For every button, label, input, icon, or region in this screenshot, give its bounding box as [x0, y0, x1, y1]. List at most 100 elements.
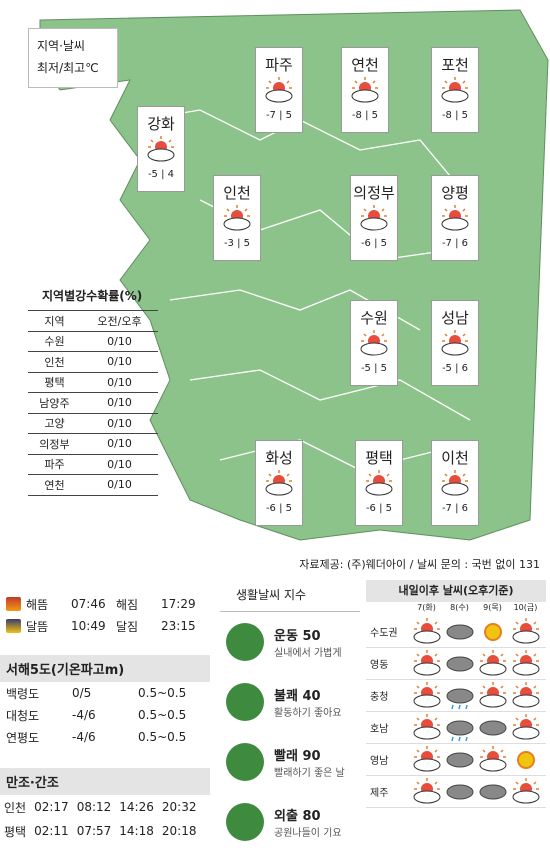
city-temp: -7 | 5	[265, 110, 293, 121]
partly-cloudy-icon	[432, 467, 478, 501]
city-temp: -5 | 5	[360, 363, 388, 374]
partly-cloudy-icon	[351, 202, 397, 236]
city-name: 양평	[441, 184, 469, 202]
rain-table-title: 지역별강수확률(%)	[42, 289, 143, 303]
laundry-icon	[226, 743, 264, 781]
city-card: 이천 -7 | 6	[431, 440, 479, 526]
forecast-day: 9(목)	[483, 603, 502, 612]
forecast-region: 영남	[370, 756, 389, 767]
partly-cloudy-icon	[432, 202, 478, 236]
partly-cloudy-icon	[476, 745, 509, 775]
city-name: 인천	[223, 184, 251, 202]
sea-conditions: 서해5도(기온파고m) 백령도 0/5 0.5~0.5 대청도 -4/6 0.5~0.5 연…	[0, 655, 210, 748]
tide-t3: 14:18	[119, 824, 154, 838]
city-temp: -6 | 5	[365, 503, 393, 514]
city-card: 양평 -7 | 6	[431, 175, 479, 261]
forecast-day: 7(화)	[417, 603, 436, 612]
city-card: 수원 -5 | 5	[350, 300, 398, 386]
city-name: 수원	[360, 309, 388, 327]
partly-cloudy-icon	[410, 649, 443, 679]
partly-cloudy-icon	[432, 327, 478, 361]
tide-t4: 20:18	[161, 824, 197, 838]
city-name: 이천	[441, 449, 469, 467]
partly-cloudy-icon	[509, 617, 542, 647]
rain-region: 연천	[28, 474, 81, 496]
rain-probability-table: 지역별강수확률(%) 지역 오전/오후 수원 0/10 인천 0/10 평택 0/10 남양…	[28, 287, 158, 496]
tide-t1: 02:17	[34, 800, 69, 814]
sea-wave: 0.5~0.5	[138, 708, 187, 722]
partly-cloudy-icon	[342, 74, 388, 108]
city-card: 강화 -5 | 4	[137, 106, 185, 192]
tide-t4: 20:32	[161, 800, 197, 814]
city-card: 인천 -3 | 5	[213, 175, 261, 261]
life-title: 생활날씨 지수	[220, 586, 360, 612]
sunny-icon	[509, 745, 542, 775]
forecast-region: 영동	[370, 660, 389, 671]
forecast-region: 제주	[370, 788, 389, 799]
life-index-item: 빨래 90 빨래하기 좋은 날	[220, 732, 360, 792]
life-index-item: 외출 80 공원나들이 기요	[220, 792, 360, 852]
rain-region: 고양	[28, 413, 81, 434]
legend-line1: 지역·날씨	[37, 39, 85, 53]
rain-region: 수원	[28, 331, 81, 352]
life-index-item: 불쾌 40 활동하기 좋아요	[220, 672, 360, 732]
forecast-row: 영동	[366, 648, 546, 680]
rain-row: 의정부 0/10	[28, 433, 158, 455]
rain-row: 연천 0/10	[28, 474, 158, 496]
discomfort-icon	[226, 683, 264, 721]
sea-wave: 0.5~0.5	[138, 730, 187, 744]
rain-value: 0/10	[80, 474, 158, 496]
city-temp: -5 | 4	[147, 169, 175, 180]
forecast-region: 수도권	[370, 628, 398, 639]
tide-t2: 08:12	[76, 800, 112, 814]
forecast-row: 제주	[366, 776, 546, 808]
rain-region: 평택	[28, 372, 81, 393]
moonset-time: 23:15	[161, 619, 196, 633]
city-name: 파주	[265, 56, 293, 74]
partly-cloudy-icon	[410, 777, 443, 807]
partly-cloudy-icon	[410, 617, 443, 647]
rain-region: 남양주	[28, 392, 81, 414]
rain-value: 0/10	[80, 331, 158, 352]
rain-value: 0/10	[80, 454, 158, 475]
rain-col-value: 오전/오후	[80, 310, 158, 332]
legend-line2: 최저/최고℃	[37, 61, 99, 75]
life-index-desc: 활동하기 좋아요	[274, 708, 342, 719]
partly-cloudy-icon	[509, 777, 542, 807]
city-card: 파주 -7 | 5	[255, 47, 303, 133]
city-name: 성남	[441, 309, 469, 327]
forecast-day: 10(금)	[513, 603, 538, 612]
city-temp: -6 | 5	[265, 503, 293, 514]
tide-t3: 14:26	[119, 800, 154, 814]
forecast-row: 충청	[366, 680, 546, 712]
moonrise-time: 10:49	[71, 619, 106, 633]
moonrise-icon	[6, 619, 21, 633]
tide-t2: 07:57	[76, 824, 112, 838]
life-index-name: 운동 50	[274, 629, 321, 644]
sea-title: 서해5도(기온파고m)	[0, 655, 210, 682]
rain-icon	[443, 713, 476, 743]
rain-col-region: 지역	[28, 310, 81, 332]
partly-cloudy-icon	[256, 467, 302, 501]
tide-name: 인천	[4, 800, 27, 815]
life-index-item: 운동 50 실내에서 가볍게	[220, 612, 360, 672]
life-weather-index: 생활날씨 지수 운동 50 실내에서 가볍게 불쾌 40 활동하기 좋아요 빨래 90 빨…	[220, 586, 360, 852]
city-name: 화성	[265, 449, 293, 467]
city-temp: -3 | 5	[223, 238, 251, 249]
rain-row: 파주 0/10	[28, 454, 158, 475]
tide-name: 평택	[4, 824, 27, 839]
partly-cloudy-icon	[410, 681, 443, 711]
city-name: 의정부	[353, 184, 395, 202]
rain-value: 0/10	[80, 413, 158, 434]
sea-temp: -4/6	[72, 708, 96, 722]
partly-cloudy-icon	[214, 202, 260, 236]
sunset-label: 해짐	[116, 597, 139, 612]
sea-row: 백령도 0/5 0.5~0.5	[0, 682, 210, 704]
sea-wave: 0.5~0.5	[138, 686, 187, 700]
rain-region: 의정부	[28, 433, 81, 455]
tide-row: 평택 02:11 07:57 14:18 20:18	[0, 819, 210, 843]
city-name: 포천	[441, 56, 469, 74]
forecast-title: 내일이후 날씨(오후기준)	[366, 580, 546, 602]
life-index-name: 외출 80	[274, 809, 321, 824]
life-index-desc: 빨래하기 좋은 날	[274, 768, 345, 779]
